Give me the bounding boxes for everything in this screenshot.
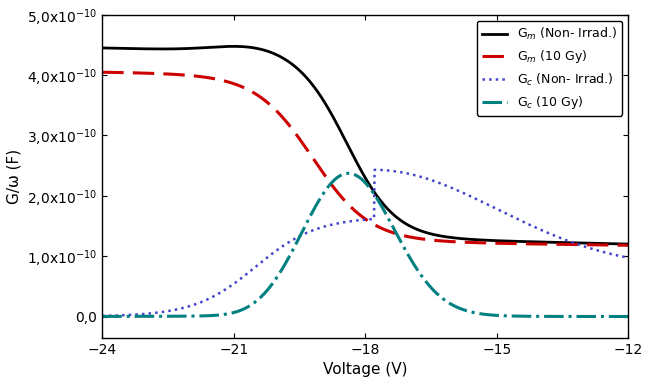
X-axis label: Voltage (V): Voltage (V) bbox=[323, 362, 408, 377]
Legend: G$_m$ (Non- Irrad.), G$_m$ (10 Gy), G$_c$ (Non- Irrad.), G$_c$ (10 Gy): G$_m$ (Non- Irrad.), G$_m$ (10 Gy), G$_c… bbox=[477, 21, 622, 116]
Y-axis label: G/ω (F): G/ω (F) bbox=[7, 149, 22, 204]
